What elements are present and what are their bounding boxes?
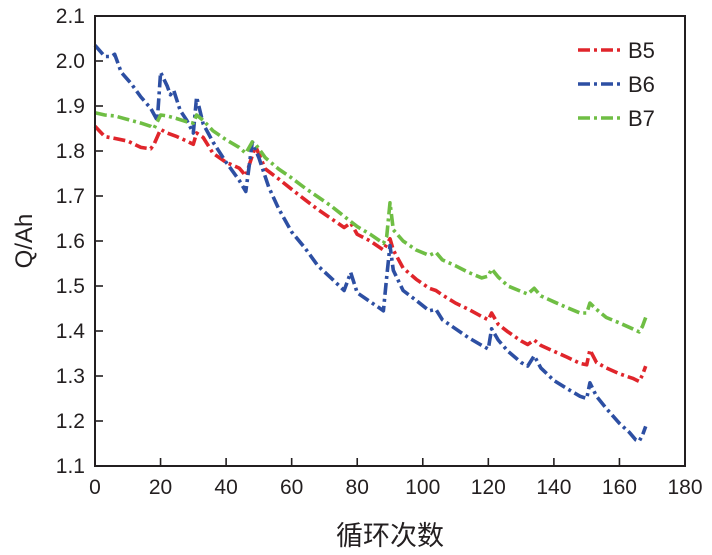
- series-layer: [93, 44, 648, 444]
- x-tick-label: 40: [214, 476, 237, 499]
- x-tick-label: 120: [471, 476, 506, 499]
- y-tick-label: 1.1: [56, 455, 85, 478]
- y-tick-label: 1.2: [56, 410, 85, 433]
- y-tick-label: 2.0: [56, 50, 85, 73]
- x-tick-label: 100: [405, 476, 440, 499]
- y-tick-label: 1.8: [56, 140, 85, 163]
- series-line-b7: [94, 111, 648, 334]
- y-axis-title: Q/Ah: [11, 214, 38, 269]
- legend-label-b6: B6: [628, 72, 655, 97]
- x-tick-label: 180: [667, 476, 702, 499]
- y-tick-label: 1.3: [56, 365, 85, 388]
- series-line-b6: [93, 44, 648, 444]
- x-tick-label: 140: [536, 476, 571, 499]
- y-tick-label: 1.6: [56, 230, 85, 253]
- tick-layer: 0 20 40 60 80 100 120 140 160 180 1.1 1.2 1.3 1.4 1.5 1…: [56, 5, 703, 499]
- x-tick-label: 80: [346, 476, 369, 499]
- legend: B5 B6 B7: [578, 38, 655, 131]
- y-tick-label: 2.1: [56, 5, 85, 28]
- legend-label-b5: B5: [628, 38, 655, 63]
- y-tick-label: 1.9: [56, 95, 85, 118]
- y-tick-label: 1.5: [56, 275, 85, 298]
- x-tick-label: 20: [149, 476, 172, 499]
- x-tick-label: 60: [280, 476, 303, 499]
- series-line-b5: [93, 125, 648, 384]
- legend-label-b7: B7: [628, 106, 655, 131]
- x-axis-title: 循环次数: [336, 521, 444, 552]
- y-tick-label: 1.7: [56, 185, 85, 208]
- y-tick-label: 1.4: [56, 320, 86, 343]
- x-tick-label: 160: [602, 476, 637, 499]
- x-tick-label: 0: [89, 476, 101, 499]
